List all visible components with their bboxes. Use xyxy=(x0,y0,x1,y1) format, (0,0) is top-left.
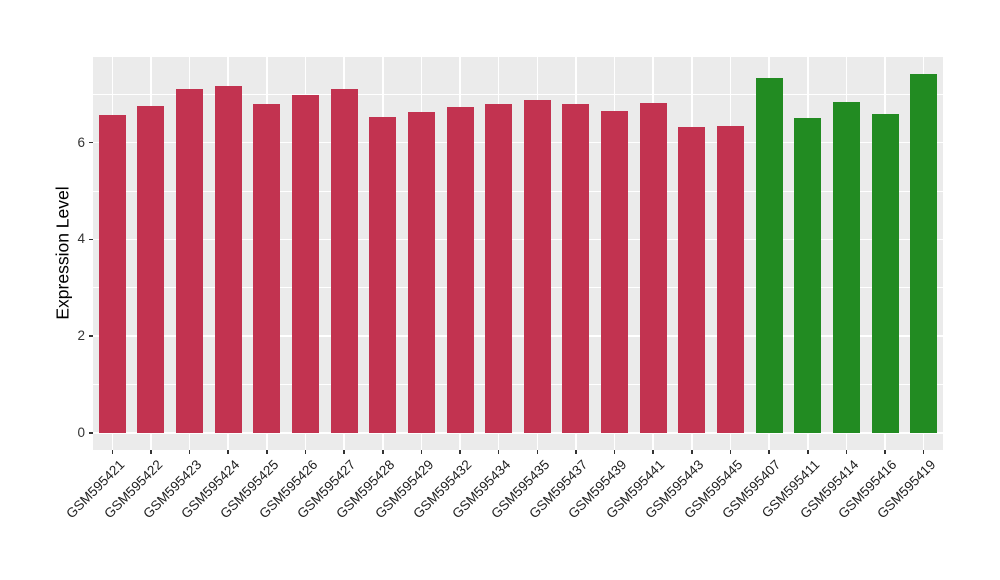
major-gridline xyxy=(93,238,943,241)
bar-GSM595422 xyxy=(137,105,165,433)
bar-GSM595428 xyxy=(369,117,397,433)
bar-GSM595443 xyxy=(678,127,706,433)
minor-gridline xyxy=(93,93,943,95)
x-tick xyxy=(768,450,770,454)
bar-GSM595435 xyxy=(523,100,551,433)
x-tick xyxy=(807,450,809,454)
y-tick-label: 4 xyxy=(77,231,85,247)
x-tick xyxy=(188,450,191,454)
x-tick xyxy=(575,450,577,454)
x-tick xyxy=(150,450,152,454)
x-tick xyxy=(420,450,423,454)
plot-panel xyxy=(93,57,943,450)
bar-GSM595429 xyxy=(407,112,435,433)
major-gridline xyxy=(93,141,943,144)
x-tick xyxy=(729,450,732,454)
minor-gridline xyxy=(93,384,943,386)
x-tick xyxy=(691,450,693,454)
x-tick xyxy=(497,450,500,454)
bar-GSM595423 xyxy=(176,88,204,433)
y-tick xyxy=(89,141,93,144)
y-tick-label: 6 xyxy=(77,134,85,150)
y-axis-title: Expression Level xyxy=(52,186,73,320)
y-tick xyxy=(89,432,93,434)
bar-GSM595425 xyxy=(253,104,281,433)
bar-GSM595426 xyxy=(292,95,319,433)
bar-GSM595407 xyxy=(755,77,783,433)
x-tick xyxy=(536,450,539,454)
y-tick-label: 2 xyxy=(77,328,85,344)
x-tick xyxy=(922,450,925,454)
x-tick xyxy=(227,450,229,454)
y-tick xyxy=(89,335,93,337)
major-gridline xyxy=(93,432,943,434)
x-tick xyxy=(266,450,268,454)
y-tick-label: 0 xyxy=(77,425,85,440)
x-tick xyxy=(343,450,345,454)
bar-GSM595414 xyxy=(832,101,860,433)
minor-gridline xyxy=(93,190,943,192)
bar-GSM595424 xyxy=(214,86,242,433)
x-tick xyxy=(613,450,616,454)
x-tick xyxy=(884,450,886,454)
x-tick xyxy=(382,450,384,454)
bar-GSM595419 xyxy=(910,74,938,433)
bar-GSM595437 xyxy=(562,103,590,433)
y-tick xyxy=(89,238,93,241)
x-tick xyxy=(304,450,307,454)
bar-GSM595434 xyxy=(485,103,513,433)
bar-GSM595441 xyxy=(639,103,667,433)
x-tick xyxy=(845,450,848,454)
bar-GSM595421 xyxy=(98,115,126,433)
major-gridline xyxy=(93,335,943,337)
bar-GSM595445 xyxy=(717,126,744,433)
bar-GSM595411 xyxy=(794,118,822,433)
x-tick xyxy=(111,450,114,454)
x-tick xyxy=(652,450,654,454)
bar-GSM595427 xyxy=(330,88,358,433)
bar-GSM595416 xyxy=(871,113,899,433)
minor-gridline xyxy=(93,287,943,289)
bar-GSM595432 xyxy=(446,107,474,433)
bar-GSM595439 xyxy=(601,110,629,433)
x-tick xyxy=(459,450,461,454)
